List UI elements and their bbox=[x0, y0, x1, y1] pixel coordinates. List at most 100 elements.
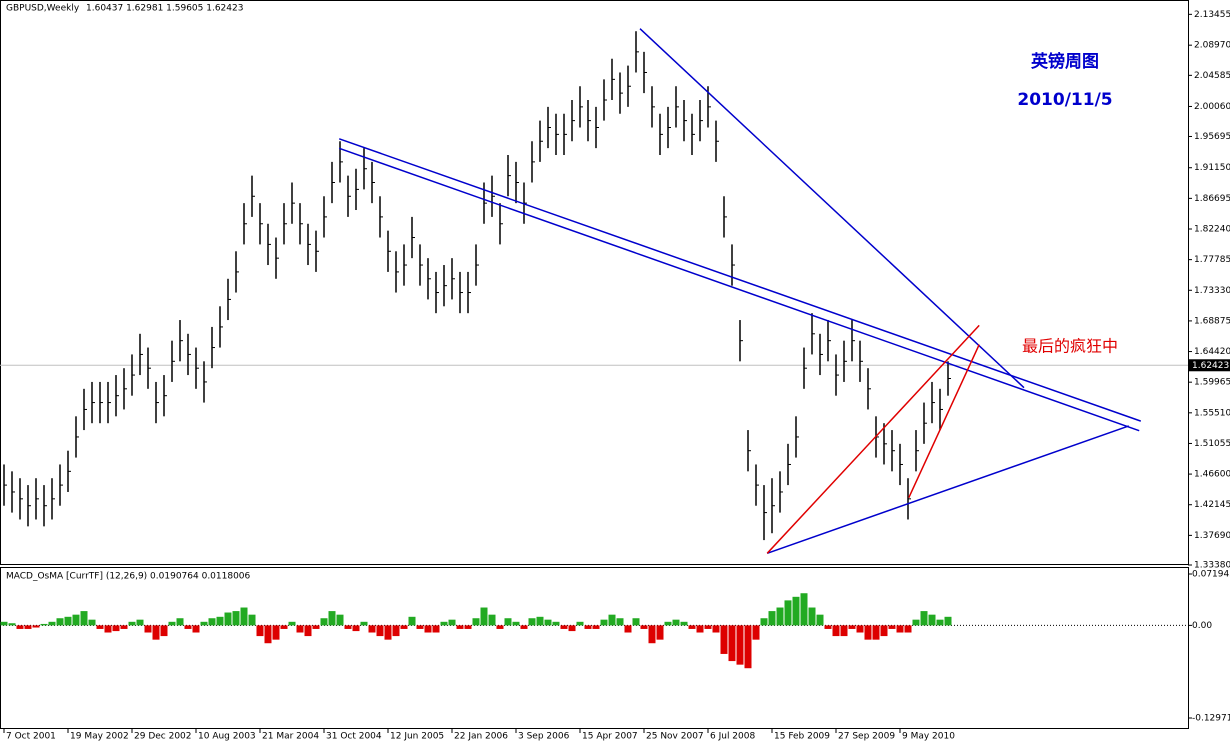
x-tick-label: 7 Oct 2001 bbox=[6, 732, 56, 742]
histogram-bar bbox=[472, 618, 480, 626]
histogram-bar bbox=[760, 618, 768, 626]
histogram-bar bbox=[104, 625, 112, 633]
histogram-bar bbox=[112, 625, 120, 632]
macd-title: MACD_OsMA [CurrTF] (12,26,9) 0.0190764 0… bbox=[6, 572, 251, 582]
ohlc-text: 1.60437 1.62981 1.59605 1.62423 bbox=[86, 4, 243, 14]
histogram-bar bbox=[416, 625, 424, 629]
trend-line bbox=[338, 138, 1142, 422]
x-tick-label: 27 Sep 2009 bbox=[838, 732, 895, 742]
histogram-bar bbox=[48, 621, 56, 626]
histogram-bar bbox=[440, 621, 448, 626]
histogram-bar bbox=[728, 625, 736, 662]
histogram-bar bbox=[912, 619, 920, 626]
histogram-bar bbox=[608, 614, 616, 626]
histogram-bar bbox=[424, 625, 432, 633]
histogram-bar bbox=[432, 625, 440, 633]
x-tick-label: 15 Apr 2007 bbox=[582, 732, 638, 742]
y-tick-label: 1.33380 bbox=[1194, 561, 1230, 571]
histogram-bar bbox=[240, 607, 248, 626]
histogram-bar bbox=[768, 611, 776, 626]
histogram-bar bbox=[464, 625, 472, 629]
histogram-bar bbox=[536, 616, 544, 626]
histogram-bar bbox=[808, 607, 816, 626]
histogram-bar bbox=[384, 625, 392, 640]
trend-line bbox=[766, 324, 980, 554]
histogram-bar bbox=[208, 618, 216, 626]
y-tick-label: 2.13455 bbox=[1194, 10, 1230, 20]
trend-line bbox=[766, 425, 1130, 555]
histogram-bar bbox=[72, 614, 80, 626]
histogram-bar bbox=[328, 611, 336, 626]
histogram-bar bbox=[64, 616, 72, 626]
histogram-bar bbox=[8, 623, 16, 626]
histogram-bar bbox=[552, 621, 560, 626]
histogram-bar bbox=[336, 614, 344, 626]
histogram-bar bbox=[592, 625, 600, 629]
y-tick-label: 2.00060 bbox=[1194, 102, 1230, 112]
x-tick-label: 15 Feb 2009 bbox=[774, 732, 830, 742]
histogram-bar bbox=[24, 625, 32, 629]
x-tick-label: 21 Mar 2004 bbox=[262, 732, 319, 742]
y-tick-label: 1.68875 bbox=[1194, 316, 1230, 326]
histogram-bar bbox=[200, 621, 208, 626]
histogram-bar bbox=[400, 625, 408, 629]
histogram-bar bbox=[744, 625, 752, 669]
x-tick-label: 12 Jun 2005 bbox=[390, 732, 444, 742]
histogram-bar bbox=[0, 621, 8, 626]
y-tick-label: 0.071945 bbox=[1192, 570, 1230, 580]
trend-line bbox=[338, 147, 1140, 432]
histogram-bar bbox=[496, 625, 504, 629]
note-title: 英镑周图 bbox=[1031, 51, 1099, 72]
histogram-bar bbox=[152, 625, 160, 640]
histogram-bar bbox=[888, 625, 896, 629]
histogram-bar bbox=[512, 621, 520, 626]
y-tick-label: 1.37690 bbox=[1194, 531, 1230, 541]
histogram-bar bbox=[600, 619, 608, 626]
histogram-bar bbox=[848, 625, 856, 629]
histogram-bar bbox=[720, 625, 728, 654]
histogram-bar bbox=[256, 625, 264, 637]
y-tick-label: 1.46600 bbox=[1194, 470, 1230, 480]
histogram-bar bbox=[928, 614, 936, 626]
trend-line bbox=[908, 344, 980, 499]
histogram-bar bbox=[712, 625, 720, 633]
y-tick-label: 1.55510 bbox=[1194, 408, 1230, 418]
y-tick-label: 1.86695 bbox=[1194, 194, 1230, 204]
histogram-bar bbox=[616, 618, 624, 626]
y-tick-label: 1.77785 bbox=[1194, 255, 1230, 265]
histogram-bar bbox=[480, 607, 488, 626]
x-tick-label: 3 Sep 2006 bbox=[518, 732, 570, 742]
chart-title: GBPUSD,Weekly bbox=[6, 4, 80, 14]
y-tick-label: 1.91150 bbox=[1194, 163, 1230, 173]
histogram-bar bbox=[448, 619, 456, 626]
histogram-bar bbox=[696, 625, 704, 633]
histogram-bar bbox=[904, 625, 912, 633]
y-tick-label: 1.51055 bbox=[1194, 439, 1230, 449]
histogram-bar bbox=[344, 625, 352, 629]
y-tick-label: 2.04585 bbox=[1194, 71, 1230, 81]
histogram-bar bbox=[568, 625, 576, 632]
histogram-bar bbox=[856, 625, 864, 633]
histogram-bar bbox=[160, 625, 168, 637]
histogram-bar bbox=[224, 612, 232, 626]
histogram-bar bbox=[528, 618, 536, 626]
histogram-bar bbox=[576, 621, 584, 626]
histogram-bar bbox=[880, 625, 888, 637]
current-price-box bbox=[1189, 359, 1230, 372]
histogram-bar bbox=[168, 621, 176, 626]
histogram-bar bbox=[312, 625, 320, 629]
price-panel bbox=[0, 0, 1189, 565]
x-tick-label: 22 Jan 2006 bbox=[454, 732, 508, 742]
histogram-bar bbox=[264, 625, 272, 644]
histogram-bar bbox=[248, 614, 256, 626]
x-tick-label: 9 May 2010 bbox=[902, 732, 955, 742]
histogram-bar bbox=[792, 596, 800, 626]
x-tick-label: 31 Oct 2004 bbox=[326, 732, 382, 742]
histogram-bar bbox=[832, 625, 840, 637]
histogram-bar bbox=[32, 625, 40, 628]
y-tick-label: 1.95695 bbox=[1194, 132, 1230, 142]
histogram-bar bbox=[272, 625, 280, 640]
histogram-bar bbox=[776, 607, 784, 626]
histogram-bar bbox=[672, 619, 680, 626]
